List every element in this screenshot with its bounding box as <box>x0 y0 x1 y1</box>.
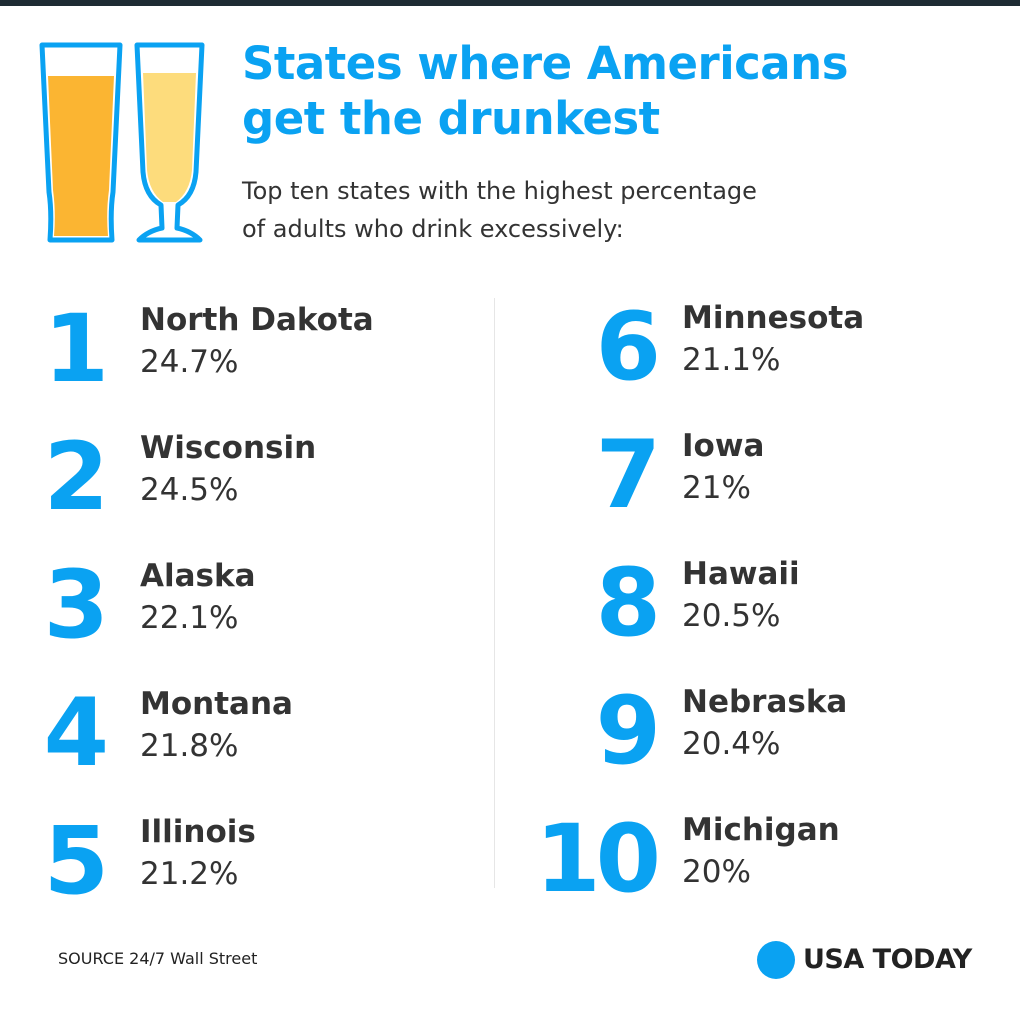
rank-number-label: 10 <box>535 805 661 914</box>
rank-number: 9 <box>0 677 661 786</box>
state-percentage: 21.8% <box>140 728 239 764</box>
state-name: Hawaii <box>682 556 800 592</box>
title-block: States where Americans get the drunkest <box>242 36 1002 146</box>
beer-glasses-illustration <box>39 42 205 243</box>
rank-number: 6 <box>0 293 661 402</box>
rank-number: 2 <box>0 423 109 532</box>
state-percentage: 20.4% <box>682 726 781 762</box>
pilsner-glass-icon <box>39 42 123 243</box>
rank-number: 8 <box>0 549 661 658</box>
rank-number: 5 <box>0 807 109 916</box>
chart-subtitle: Top ten states with the highest percenta… <box>242 172 942 248</box>
state-name: Wisconsin <box>140 430 317 466</box>
rank-number-label: 4 <box>43 679 109 788</box>
chart-title: States where Americans get the drunkest <box>242 36 1002 146</box>
rank-number-label: 7 <box>595 421 661 530</box>
state-percentage: 20.5% <box>682 598 781 634</box>
rank-number: 1 <box>0 295 109 404</box>
column-divider <box>494 298 495 888</box>
state-name: Michigan <box>682 812 840 848</box>
usa-today-logo-dot <box>757 941 795 979</box>
rank-number: 7 <box>0 421 661 530</box>
rank-number: 3 <box>0 551 109 660</box>
state-name: Montana <box>140 686 293 722</box>
top-bar <box>0 0 1020 6</box>
state-name: Nebraska <box>682 684 848 720</box>
source-note: SOURCE 24/7 Wall Street <box>58 949 258 968</box>
state-name: Minnesota <box>682 300 865 336</box>
chart-title-line-2: get the drunkest <box>242 92 660 145</box>
rank-number-label: 6 <box>595 293 661 402</box>
chart-title-line-1: States where Americans <box>242 37 849 90</box>
usa-today-logo-text: USA TODAY <box>803 944 972 975</box>
rank-number-label: 9 <box>595 677 661 786</box>
pilsner-stem-glass-icon <box>134 42 205 243</box>
rank-number-label: 2 <box>43 423 109 532</box>
state-percentage: 21.2% <box>140 856 239 892</box>
rank-number: 10 <box>0 805 661 914</box>
state-name: Alaska <box>140 558 256 594</box>
rank-number-label: 8 <box>595 549 661 658</box>
rank-number-label: 3 <box>43 551 109 660</box>
state-percentage: 21% <box>682 470 751 506</box>
state-name: Illinois <box>140 814 256 850</box>
state-name: Iowa <box>682 428 765 464</box>
rank-number-label: 5 <box>43 807 109 916</box>
state-name: North Dakota <box>140 302 374 338</box>
state-percentage: 21.1% <box>682 342 781 378</box>
state-percentage: 22.1% <box>140 600 239 636</box>
state-percentage: 24.5% <box>140 472 239 508</box>
state-percentage: 24.7% <box>140 344 239 380</box>
state-percentage: 20% <box>682 854 751 890</box>
chart-subtitle-line-2: of adults who drink excessively: <box>242 215 624 243</box>
rank-number-label: 1 <box>43 295 109 404</box>
chart-subtitle-line-1: Top ten states with the highest percenta… <box>242 177 757 205</box>
rank-number: 4 <box>0 679 109 788</box>
